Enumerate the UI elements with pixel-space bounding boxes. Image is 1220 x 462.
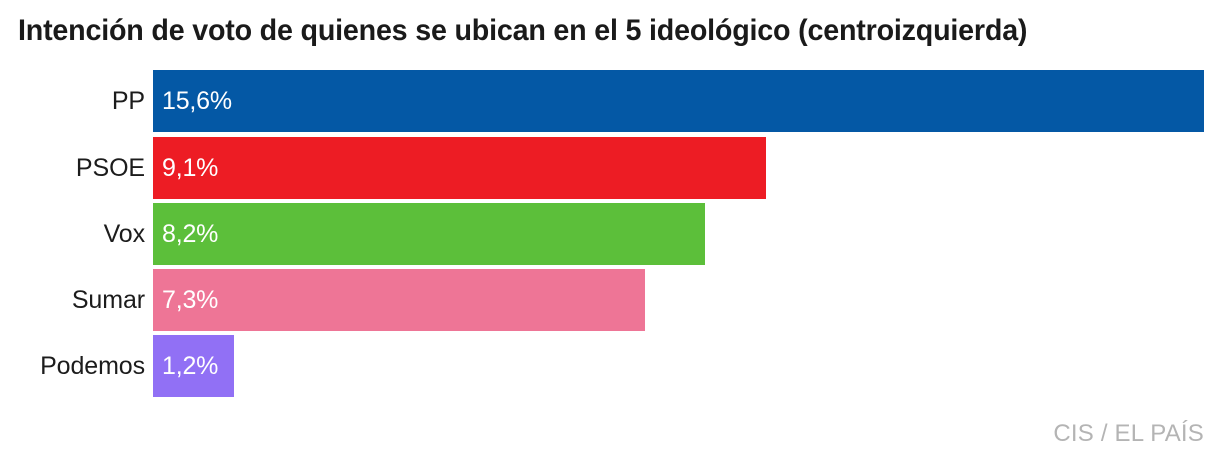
bar-value-label: 9,1%: [162, 153, 219, 182]
chart-title: Intención de voto de quienes se ubican e…: [18, 14, 1028, 47]
bar-category-label: Podemos: [40, 351, 145, 380]
bar-value-label: 8,2%: [162, 219, 219, 248]
bar-pp[interactable]: 15,6%: [153, 70, 1204, 132]
bar-category-label: PSOE: [75, 153, 145, 182]
bar-row: Sumar 7,3%: [0, 269, 1220, 331]
bar-podemos[interactable]: 1,2%: [153, 335, 234, 397]
bar-value-label: 15,6%: [162, 86, 232, 115]
bar-value-label: 1,2%: [162, 351, 219, 380]
bar-row: Podemos 1,2%: [0, 335, 1220, 397]
bar-psoe[interactable]: 9,1%: [153, 137, 767, 199]
bar-row: PP 15,6%: [0, 70, 1220, 132]
bar-sumar[interactable]: 7,3%: [153, 269, 645, 331]
bar-row: Vox 8,2%: [0, 203, 1220, 265]
bar-value-label: 7,3%: [162, 285, 219, 314]
bar-vox[interactable]: 8,2%: [153, 203, 706, 265]
bar-category-label: PP: [111, 86, 145, 115]
bar-category-label: Sumar: [71, 285, 145, 314]
chart-plot-area: PP 15,6% PSOE 9,1% Vox 8,2%: [0, 70, 1220, 397]
bar-category-label: Vox: [103, 219, 146, 248]
chart-source-credit: CIS / EL PAÍS: [1053, 420, 1204, 447]
bar-row: PSOE 9,1%: [0, 137, 1220, 199]
